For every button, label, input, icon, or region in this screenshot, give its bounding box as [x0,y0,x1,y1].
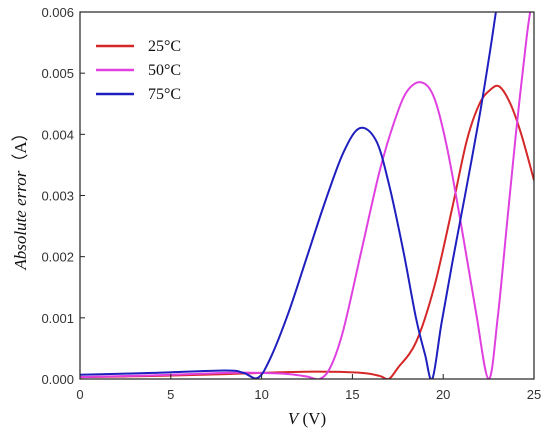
y-axis-title: Absolute error（A） [11,124,30,270]
legend-entry-25c: 25°C [96,38,181,55]
x-axis-ticks: 0 5 10 15 20 25 [76,374,541,402]
x-tick-label: 20 [436,387,450,402]
x-tick-label: 5 [167,387,174,402]
series-line-75c [80,12,497,379]
y-tick-label: 0.003 [41,189,74,204]
y-axis-variable: Absolute error [11,170,30,270]
x-tick-label: 15 [345,387,359,402]
legend-entry-75c: 75°C [96,86,181,103]
x-tick-label: 25 [527,387,541,402]
y-axis-ticks: 0.000 0.001 0.002 0.003 0.004 0.005 0.006 [41,5,85,387]
legend-entry-50c: 50°C [96,62,181,79]
y-tick-label: 0.001 [41,311,74,326]
x-axis-variable: V [288,409,301,428]
x-tick-label: 0 [76,387,83,402]
plot-lines [80,12,534,379]
x-tick-label: 10 [254,387,268,402]
y-tick-label: 0.000 [41,372,74,387]
legend-label-75c: 75°C [148,86,181,103]
legend: 25°C 50°C 75°C [96,38,181,103]
legend-label-50c: 50°C [148,62,181,79]
y-tick-label: 0.006 [41,5,74,20]
x-axis-title: V (V) [288,409,326,428]
x-axis-unit: (V) [298,409,326,428]
y-tick-label: 0.002 [41,250,74,265]
series-line-50c [80,12,532,379]
legend-label-25c: 25°C [148,38,181,55]
y-tick-label: 0.004 [41,127,74,142]
y-tick-label: 0.005 [41,66,74,81]
y-axis-unit: （A） [11,124,30,170]
